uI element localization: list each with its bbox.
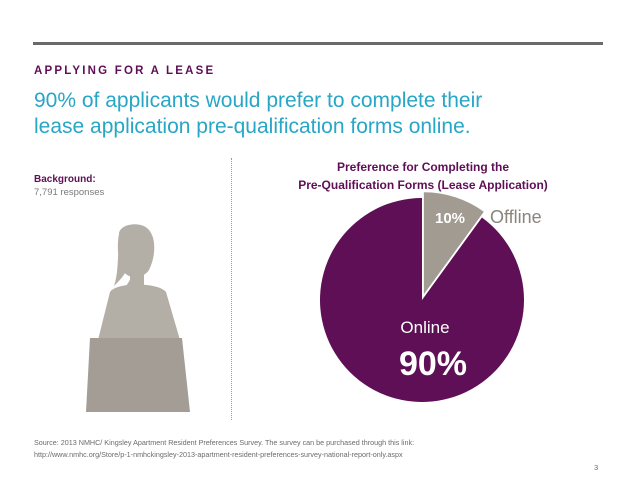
online-series-label: Online	[400, 318, 449, 337]
offline-series-label: Offline	[490, 207, 542, 227]
chart-title-line-1: Preference for Completing the	[336, 160, 510, 174]
background-text: 7,791 responses	[34, 187, 105, 198]
source-note: Source: 2013 NMHC/ Kingsley Apartment Re…	[34, 437, 414, 461]
pie-slice-offline	[423, 192, 484, 295]
pie-chart: 10% Offline Online 90%	[320, 192, 542, 402]
top-rule	[33, 42, 603, 45]
headline-line-1: 90% of applicants would prefer to comple…	[34, 89, 483, 112]
person-at-laptop-illustration	[86, 224, 190, 412]
source-line-2: http://www.nmhc.org/Store/p-1-nmhckingsl…	[34, 450, 403, 459]
page-number: 3	[594, 463, 599, 472]
source-line-1: Source: 2013 NMHC/ Kingsley Apartment Re…	[34, 438, 415, 447]
offline-value-label: 10%	[435, 210, 465, 227]
headline: 90% of applicants would prefer to comple…	[34, 88, 594, 140]
online-value-label: 90%	[399, 345, 467, 383]
chart-title-line-2: Pre-Qualification Forms (Lease Applicati…	[298, 178, 548, 192]
section-label: APPLYING FOR A LEASE	[34, 65, 216, 77]
pie-slice-online	[320, 198, 524, 402]
headline-line-2: lease application pre-qualification form…	[34, 115, 471, 138]
background-title: Background:	[34, 174, 96, 185]
vertical-divider	[231, 158, 232, 420]
